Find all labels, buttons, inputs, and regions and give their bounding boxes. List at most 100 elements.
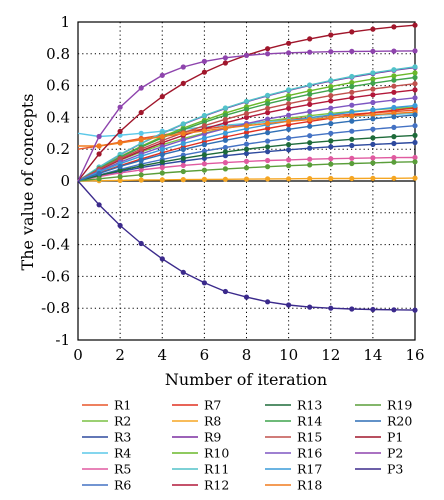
data-point <box>370 80 376 86</box>
data-point <box>265 164 271 170</box>
legend-label: R20 <box>387 414 412 429</box>
legend-item-r9: R9 <box>172 430 221 445</box>
data-point <box>201 280 207 286</box>
data-point <box>391 114 397 120</box>
data-point <box>328 121 334 127</box>
data-point <box>117 177 123 183</box>
data-point <box>243 158 250 164</box>
data-point <box>138 177 144 183</box>
data-point <box>391 140 397 147</box>
data-point <box>180 162 186 168</box>
data-point <box>286 96 292 102</box>
data-point <box>180 155 186 161</box>
legend-item-r7: R7 <box>172 398 221 413</box>
y-tick-label: 1 <box>60 13 70 31</box>
data-point <box>412 307 418 313</box>
data-point <box>265 110 271 116</box>
legend-label: R13 <box>297 398 322 413</box>
legend-label: R9 <box>204 430 221 445</box>
data-point <box>222 60 228 66</box>
y-tick-label: 0.4 <box>46 108 70 126</box>
data-point <box>328 130 334 136</box>
data-point <box>307 101 313 107</box>
data-point <box>328 77 334 84</box>
data-point <box>349 118 355 124</box>
data-point <box>243 111 250 117</box>
legend-label: R10 <box>204 446 229 461</box>
data-point <box>265 120 271 126</box>
data-point <box>222 153 228 159</box>
data-point <box>201 142 207 148</box>
data-point <box>138 167 144 173</box>
data-point <box>307 133 313 139</box>
series-layer <box>77 22 418 313</box>
data-point <box>370 135 376 141</box>
data-point <box>265 149 271 155</box>
data-point <box>412 70 418 76</box>
data-point <box>180 146 186 152</box>
data-point <box>307 304 313 310</box>
data-point <box>138 153 144 159</box>
tick-labels: 0 2 4 6 8 10 12 14 16 1 0.8 0.6 0.4 0.2 0 -0.2 -0.4 -0.6 -… <box>41 13 424 364</box>
legend-item-r20: R20 <box>355 414 412 429</box>
data-point <box>117 128 123 134</box>
y-tick-label: -0.8 <box>41 299 70 317</box>
legend-label: R18 <box>297 478 322 493</box>
data-point <box>243 294 250 300</box>
data-point <box>243 141 250 147</box>
data-point <box>117 222 123 229</box>
legend-label: R1 <box>114 398 131 413</box>
data-point <box>349 89 355 95</box>
y-tick-label: -0.6 <box>41 267 70 285</box>
data-point <box>159 170 165 176</box>
data-point <box>349 48 355 55</box>
legend-item-r6: R6 <box>82 478 131 493</box>
series-r20 <box>77 112 418 182</box>
data-point <box>328 98 334 104</box>
data-point <box>117 104 123 110</box>
legend-item-r5: R5 <box>82 462 131 477</box>
data-point <box>349 109 355 115</box>
series-r8 <box>77 175 418 184</box>
data-point <box>391 24 397 30</box>
data-point <box>391 48 397 54</box>
data-point <box>265 46 271 52</box>
data-point <box>391 83 397 89</box>
data-point <box>265 105 271 111</box>
data-point <box>391 175 397 181</box>
data-point <box>222 105 228 111</box>
data-point <box>117 132 123 138</box>
legend-item-r12: R12 <box>172 478 229 493</box>
legend-item-r19: R19 <box>355 398 412 413</box>
data-point <box>265 138 271 144</box>
data-point <box>243 106 250 112</box>
data-point <box>265 125 271 132</box>
y-tick-label: -0.2 <box>41 204 70 222</box>
data-point <box>349 155 355 161</box>
data-point <box>349 160 355 167</box>
data-point <box>349 142 355 149</box>
data-point <box>328 144 334 150</box>
legend-item-p2: P2 <box>355 446 403 461</box>
data-point <box>328 84 334 90</box>
data-point <box>412 48 418 54</box>
data-point <box>265 299 271 305</box>
legend-label: R12 <box>204 478 229 493</box>
legend-item-r3: R3 <box>82 430 131 445</box>
data-point <box>370 48 376 54</box>
legend-item-r1: R1 <box>82 398 131 413</box>
data-point <box>349 113 355 119</box>
legend-item-r17: R17 <box>265 462 322 477</box>
data-point <box>370 141 376 147</box>
data-point <box>243 133 250 139</box>
data-point <box>117 174 123 180</box>
data-point <box>222 125 228 131</box>
data-point <box>159 94 165 100</box>
data-point <box>286 87 292 93</box>
x-tick-label: 16 <box>405 346 424 364</box>
data-point <box>138 172 144 178</box>
data-point <box>138 137 144 143</box>
x-tick-label: 8 <box>242 346 252 364</box>
legend-label: R6 <box>114 478 131 493</box>
